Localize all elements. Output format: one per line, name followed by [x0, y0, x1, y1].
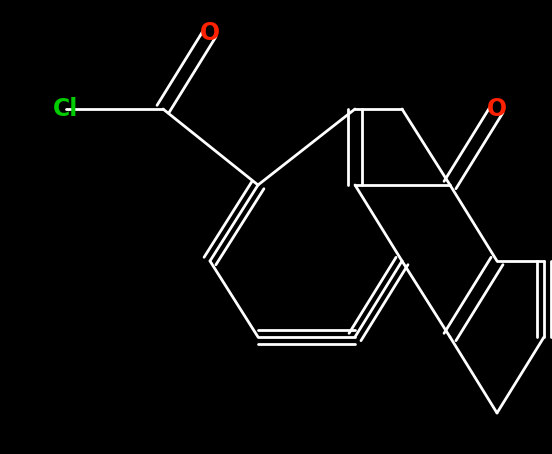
Text: Cl: Cl — [54, 97, 79, 121]
Text: O: O — [487, 97, 507, 121]
Text: O: O — [200, 21, 220, 45]
